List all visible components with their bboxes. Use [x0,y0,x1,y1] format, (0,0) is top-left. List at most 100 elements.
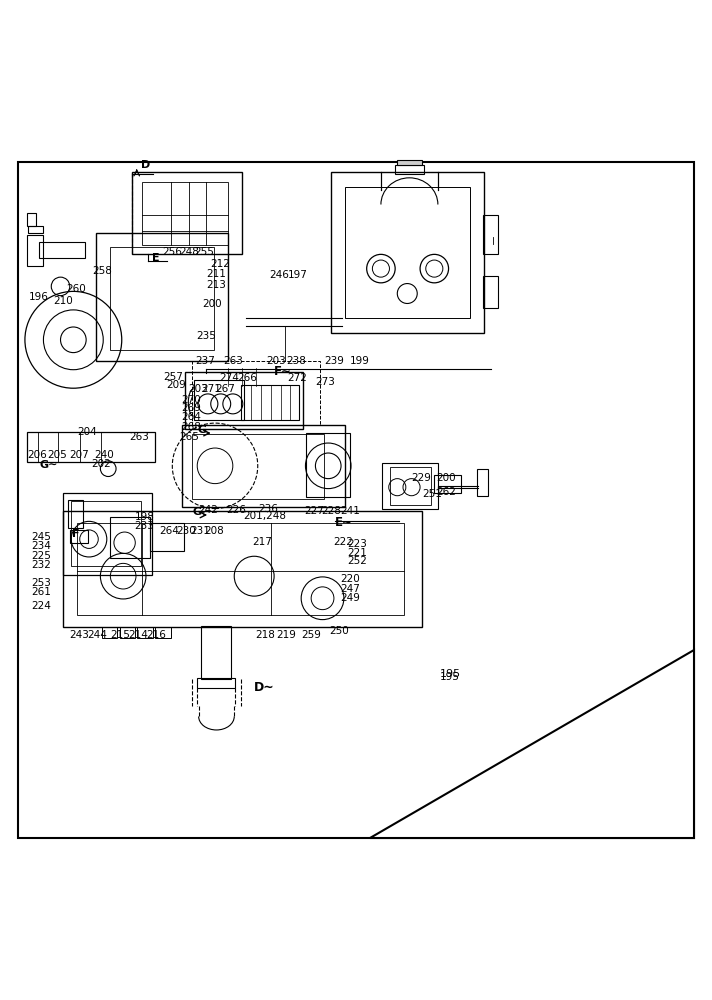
Bar [120,627,135,638]
Text: 209: 209 [167,380,187,390]
Text: 232: 232 [31,560,51,570]
Text: D∼: D∼ [254,681,275,694]
Text: 212: 212 [210,259,230,269]
Text: 195: 195 [440,672,460,682]
Text: 234: 234 [31,541,51,551]
Text: 231: 231 [190,526,210,536]
Bar [397,160,422,165]
Bar [483,215,498,254]
Text: 253: 253 [31,578,51,588]
Text: 261: 261 [31,587,51,597]
Bar [192,361,320,425]
Text: 273: 273 [315,377,335,387]
Text: 206: 206 [27,450,47,460]
Text: 257: 257 [163,372,183,382]
Text: 269: 269 [181,403,201,413]
Text: 201,248: 201,248 [243,511,286,521]
Bar [27,432,155,462]
Text: G: G [198,425,207,435]
Text: 262: 262 [436,487,456,497]
Text: 272: 272 [287,373,307,383]
Bar [63,511,422,627]
Text: 228: 228 [321,506,341,516]
Bar [27,235,43,266]
Text: 236: 236 [258,504,278,514]
Text: 259: 259 [301,630,321,640]
Text: 238: 238 [286,356,306,366]
Bar [110,517,150,558]
Text: 255: 255 [194,247,214,257]
Text: 248: 248 [179,247,199,257]
Bar [96,233,228,361]
Text: 222: 222 [333,537,353,547]
Text: 249: 249 [340,593,360,603]
Text: 230: 230 [176,526,196,536]
Text: 208: 208 [204,526,224,536]
Text: 266: 266 [237,373,257,383]
Text: G∼: G∼ [40,460,58,470]
Text: 227: 227 [305,506,325,516]
Text: 226: 226 [226,505,246,515]
Text: 265: 265 [179,432,199,442]
Text: 245: 245 [31,532,51,542]
Text: 223: 223 [347,539,367,549]
Bar [110,247,214,350]
Bar [182,425,345,507]
Bar [185,372,303,429]
Text: 246: 246 [269,270,289,280]
Text: 250: 250 [330,626,350,636]
Text: 210: 210 [53,296,73,306]
Text: G: G [192,507,201,517]
Text: 207: 207 [69,450,89,460]
Text: 252: 252 [347,556,367,566]
Bar [142,182,228,245]
Text: 216: 216 [146,630,166,640]
Text: 198: 198 [135,512,155,522]
Bar [331,172,484,333]
Bar [28,226,43,233]
Text: 203: 203 [188,384,208,394]
Text: 247: 247 [340,584,360,594]
Text: 251: 251 [422,489,442,499]
Bar [27,213,36,226]
Text: 244: 244 [87,630,107,640]
Bar [306,433,350,497]
Text: 211: 211 [206,269,226,279]
Text: 270: 270 [181,395,201,405]
Bar [201,626,231,679]
Bar [345,187,470,318]
Bar [192,434,324,499]
Text: 243: 243 [69,630,89,640]
Bar [39,242,85,258]
Text: 267: 267 [216,384,236,394]
Text: F∼: F∼ [274,365,292,378]
Text: 242: 242 [198,505,218,515]
Text: 235: 235 [196,331,216,341]
Text: 199: 199 [350,356,370,366]
Text: 217: 217 [252,537,272,547]
Bar [132,172,242,254]
Text: D: D [141,160,150,170]
Bar [150,523,184,551]
Text: 200: 200 [202,299,222,309]
Text: 268: 268 [181,422,201,432]
Text: 225: 225 [31,551,51,561]
Bar [395,165,424,174]
Text: 224: 224 [31,601,51,611]
Bar [241,385,299,420]
Text: 263: 263 [224,356,244,366]
Bar [155,627,171,638]
Bar [77,523,404,615]
Text: 239: 239 [325,356,345,366]
Text: 202: 202 [91,459,111,469]
Text: 203: 203 [266,356,286,366]
Bar [390,467,431,505]
Bar [434,475,461,493]
Bar [194,380,244,420]
Bar [477,469,488,496]
Text: 240: 240 [94,450,114,460]
Text: 256: 256 [162,247,182,257]
Text: 237: 237 [195,356,215,366]
Text: 204: 204 [77,427,97,437]
Text: 233: 233 [135,521,155,531]
